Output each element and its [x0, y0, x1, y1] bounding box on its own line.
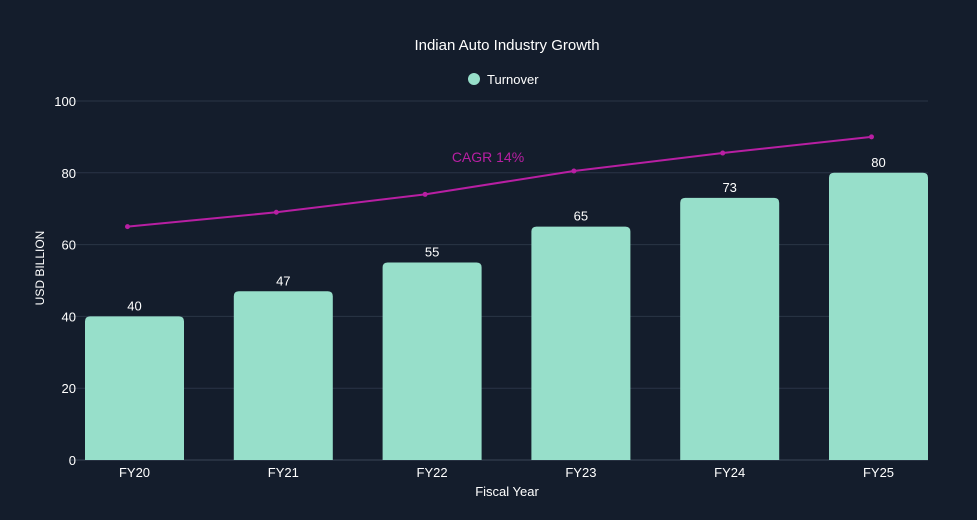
bar-value-label: 55: [425, 245, 439, 260]
cagr-point: [273, 209, 279, 215]
bar-value-label: 47: [276, 273, 290, 288]
x-tick-label: FY22: [417, 465, 448, 480]
y-tick-label: 0: [69, 453, 76, 468]
cagr-annotation: CAGR 14%: [452, 149, 524, 165]
x-tick-label: FY24: [714, 465, 745, 480]
cagr-trend-line: [127, 135, 872, 228]
x-tick-label: FY21: [268, 465, 299, 480]
bar-value-label: 80: [871, 155, 885, 170]
bar-fy25: [829, 172, 928, 461]
x-axis-label: Fiscal Year: [475, 484, 539, 499]
bar-fy20: [85, 316, 184, 460]
legend[interactable]: Turnover: [468, 72, 539, 87]
bar-fy23: [531, 226, 631, 460]
x-tick-label: FY20: [119, 465, 150, 480]
legend-marker-turnover: [468, 73, 480, 85]
cagr-point: [422, 191, 428, 197]
x-tick-label: FY25: [863, 465, 894, 480]
y-tick-label: 60: [62, 238, 76, 253]
y-tick-label: 100: [54, 94, 76, 109]
y-axis-label: USD BILLION: [33, 231, 47, 306]
legend-label-turnover: Turnover: [487, 72, 539, 87]
cagr-point: [720, 150, 726, 156]
bar-value-label: 73: [722, 180, 736, 195]
y-tick-label: 40: [62, 309, 76, 324]
bar-fy22: [382, 262, 482, 460]
bar-fy24: [680, 197, 780, 460]
cagr-point: [571, 168, 577, 174]
cagr-point: [869, 134, 874, 140]
bar-value-label: 65: [574, 209, 588, 224]
chart-title: Indian Auto Industry Growth: [414, 37, 599, 54]
x-tick-label: FY23: [565, 465, 596, 480]
bar-fy21: [233, 291, 333, 460]
y-tick-label: 80: [62, 166, 76, 181]
cagr-point: [125, 224, 130, 230]
bar-value-label: 40: [127, 298, 141, 313]
y-tick-label: 20: [62, 381, 76, 396]
